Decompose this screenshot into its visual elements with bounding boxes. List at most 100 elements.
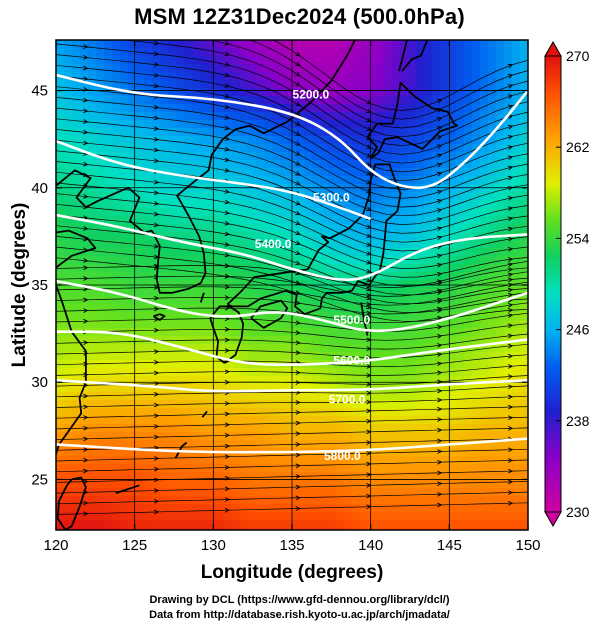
- field-cell: [424, 208, 433, 217]
- field-cell: [432, 344, 441, 353]
- field-cell: [176, 320, 185, 329]
- field-cell: [160, 448, 169, 457]
- field-cell: [408, 320, 417, 329]
- field-cell: [408, 312, 417, 321]
- field-cell: [64, 136, 73, 145]
- field-cell: [328, 40, 337, 49]
- field-cell: [416, 520, 425, 529]
- field-cell: [344, 80, 353, 89]
- field-cell: [344, 256, 353, 265]
- field-cell: [480, 472, 489, 481]
- streamline-arrow: [83, 140, 89, 146]
- field-cell: [360, 480, 369, 489]
- field-cell: [400, 296, 409, 305]
- streamline-arrow: [366, 381, 372, 387]
- field-cell: [184, 232, 193, 241]
- field-cell: [392, 496, 401, 505]
- field-cell: [224, 344, 233, 353]
- field-cell: [392, 256, 401, 265]
- field-cell: [128, 120, 137, 129]
- field-cell: [96, 512, 105, 521]
- field-cell: [376, 72, 385, 81]
- streamline-arrow: [83, 447, 89, 452]
- field-cell: [496, 520, 505, 529]
- field-cell: [152, 96, 161, 105]
- field-cell: [336, 328, 345, 337]
- field-cell: [352, 272, 361, 281]
- field-cell: [88, 288, 97, 297]
- field-cell: [216, 376, 225, 385]
- field-cell: [176, 176, 185, 185]
- field-cell: [152, 56, 161, 65]
- field-cell: [192, 136, 201, 145]
- field-cell: [136, 56, 145, 65]
- field-cell: [520, 136, 528, 145]
- field-cell: [96, 504, 105, 513]
- field-cell: [392, 224, 401, 233]
- field-cell: [464, 424, 473, 433]
- field-cell: [496, 304, 505, 313]
- field-cell: [272, 264, 281, 273]
- field-cell: [168, 104, 177, 113]
- field-cell: [168, 192, 177, 201]
- streamline-arrow: [507, 353, 514, 359]
- field-cell: [368, 416, 377, 425]
- field-cell: [384, 472, 393, 481]
- field-cell: [432, 232, 441, 241]
- field-cell: [200, 344, 209, 353]
- field-cell: [520, 296, 528, 305]
- field-cell: [160, 256, 169, 265]
- streamline-arrow: [295, 400, 301, 405]
- field-cell: [120, 72, 129, 81]
- field-cell: [376, 528, 385, 530]
- field-cell: [384, 280, 393, 289]
- field-cell: [440, 304, 449, 313]
- streamline-arrow: [295, 474, 301, 479]
- field-cell: [424, 480, 433, 489]
- field-cell: [408, 424, 417, 433]
- field-cell: [456, 384, 465, 393]
- field-cell: [104, 384, 113, 393]
- contour-5400.0: [56, 213, 528, 281]
- contour-label: 5300.0: [313, 190, 350, 204]
- field-cell: [416, 504, 425, 513]
- field-cell: [312, 256, 321, 265]
- field-cell: [208, 424, 217, 433]
- field-cell: [488, 344, 497, 353]
- contour-label: 5700.0: [329, 393, 366, 407]
- field-cell: [176, 424, 185, 433]
- field-cell: [80, 168, 89, 177]
- field-cell: [392, 168, 401, 177]
- field-cell: [144, 312, 153, 321]
- field-cell: [328, 472, 337, 481]
- field-cell: [120, 240, 129, 249]
- field-cell: [104, 312, 113, 321]
- field-cell: [232, 504, 241, 513]
- field-cell: [264, 344, 273, 353]
- field-cell: [448, 120, 457, 129]
- field-cell: [136, 376, 145, 385]
- field-cell: [192, 128, 201, 137]
- field-cell: [328, 184, 337, 193]
- field-cell: [464, 528, 473, 530]
- field-cell: [200, 456, 209, 465]
- field-cell: [120, 504, 129, 513]
- field-cell: [400, 128, 409, 137]
- field-cell: [368, 288, 377, 297]
- field-cell: [480, 312, 489, 321]
- field-cell: [384, 56, 393, 65]
- field-cell: [328, 480, 337, 489]
- streamline: [56, 406, 528, 419]
- field-cell: [432, 136, 441, 145]
- field-cell: [192, 472, 201, 481]
- field-cell: [208, 72, 217, 81]
- field-cell: [64, 472, 73, 481]
- coastline-shandong: [56, 229, 97, 269]
- field-cell: [520, 504, 528, 513]
- field-cell: [56, 256, 65, 265]
- field-cell: [72, 304, 81, 313]
- field-cell: [312, 376, 321, 385]
- field-cell: [216, 528, 225, 530]
- field-cell: [424, 376, 433, 385]
- field-cell: [184, 144, 193, 153]
